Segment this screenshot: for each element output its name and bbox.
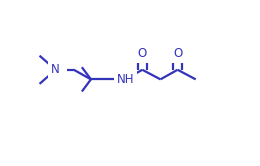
Text: N: N	[51, 63, 60, 76]
Text: NH: NH	[116, 73, 134, 86]
Text: O: O	[173, 47, 182, 60]
Text: O: O	[138, 47, 147, 60]
